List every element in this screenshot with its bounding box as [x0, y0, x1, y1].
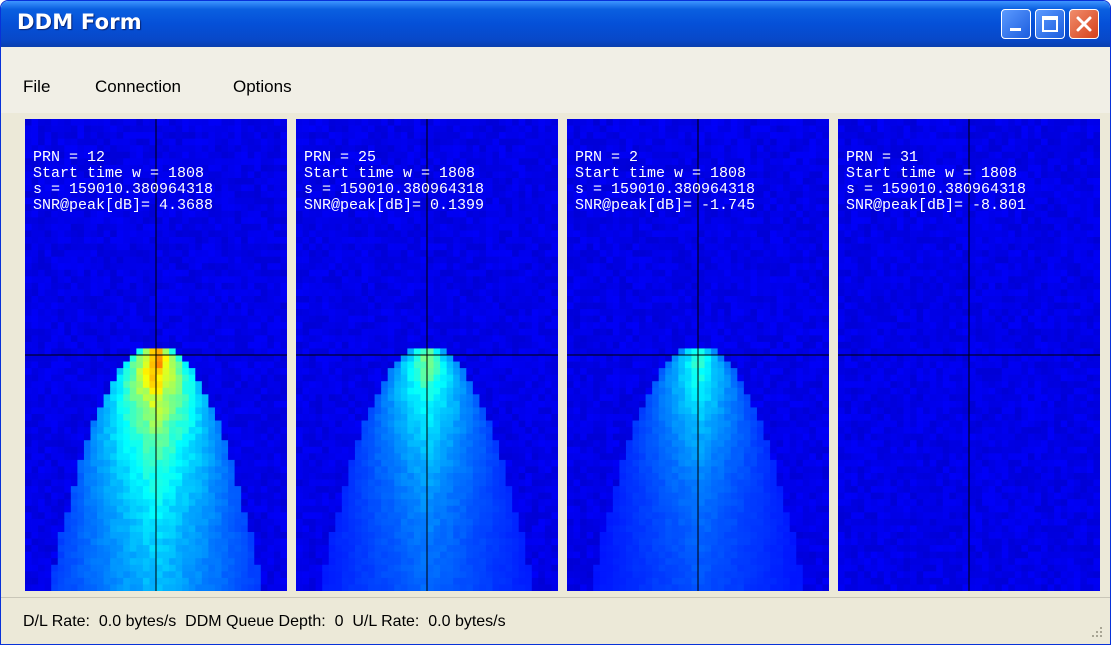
maximize-button[interactable]	[1035, 9, 1065, 39]
start-time-label: Start time w = 1808	[304, 165, 476, 182]
snr-label: SNR@peak[dB]= 0.1399	[304, 197, 485, 214]
ddm-panel-prn-25: PRN = 25 Start time w = 1808 s = 159010.38…	[296, 119, 558, 591]
s-label: s = 159010.380964318	[33, 181, 214, 198]
ddm-panel-prn-2: PRN = 2 Start time w = 1808 s = 159010.380…	[567, 119, 829, 591]
panel-info: PRN = 2 Start time w = 1808 s = 159010.380…	[575, 150, 755, 214]
dl-rate-label: D/L Rate:	[23, 613, 90, 630]
maximize-icon	[1042, 16, 1058, 32]
s-label: s = 159010.380964318	[575, 181, 756, 198]
queue-depth-label: DDM Queue Depth:	[185, 613, 326, 630]
s-label: s = 159010.380964318	[304, 181, 485, 198]
prn-label: PRN = 12	[33, 149, 106, 166]
ddm-panel-prn-31: PRN = 31 Start time w = 1808 s = 159010.38…	[838, 119, 1100, 591]
minimize-button[interactable]	[1001, 9, 1031, 39]
close-button[interactable]	[1069, 9, 1099, 39]
start-time-label: Start time w = 1808	[575, 165, 747, 182]
queue-depth-value: 0	[334, 613, 344, 630]
snr-label: SNR@peak[dB]= -8.801	[846, 197, 1027, 214]
prn-label: PRN = 2	[575, 149, 639, 166]
dl-rate-value: 0.0 bytes/s	[98, 613, 177, 630]
title-bar[interactable]: DDM Form	[1, 1, 1110, 47]
s-label: s = 159010.380964318	[846, 181, 1027, 198]
status-bar: D/L Rate: 0.0 bytes/s DDM Queue Depth: 0…	[1, 597, 1110, 644]
menu-connection[interactable]: Connection	[95, 77, 182, 96]
menu-file[interactable]: File	[23, 77, 51, 96]
panel-info: PRN = 25 Start time w = 1808 s = 159010.38…	[304, 150, 484, 214]
ddm-heatmap	[838, 119, 1100, 591]
prn-label: PRN = 31	[846, 149, 919, 166]
status-text: D/L Rate: 0.0 bytes/s DDM Queue Depth: 0…	[23, 613, 506, 631]
menu-bar: File Connection Options	[1, 47, 1110, 114]
ddm-panel-prn-12: PRN = 12 Start time w = 1808 s = 159010.38…	[25, 119, 287, 591]
panel-info: PRN = 31 Start time w = 1808 s = 159010.38…	[846, 150, 1026, 214]
ddm-heatmap	[25, 119, 287, 591]
snr-label: SNR@peak[dB]= 4.3688	[33, 197, 214, 214]
snr-label: SNR@peak[dB]= -1.745	[575, 197, 756, 214]
start-time-label: Start time w = 1808	[33, 165, 205, 182]
ddm-panels: PRN = 12 Start time w = 1808 s = 159010.38…	[1, 113, 1110, 596]
minimize-icon	[1010, 28, 1021, 31]
resize-grip-icon[interactable]	[1090, 625, 1104, 639]
start-time-label: Start time w = 1808	[846, 165, 1018, 182]
panel-info: PRN = 12 Start time w = 1808 s = 159010.38…	[33, 150, 213, 214]
menu-options[interactable]: Options	[233, 77, 292, 96]
window-title: DDM Form	[17, 10, 142, 34]
ddm-heatmap	[296, 119, 558, 591]
ul-rate-value: 0.0 bytes/s	[428, 613, 506, 630]
ul-rate-label: U/L Rate:	[352, 613, 420, 630]
prn-label: PRN = 25	[304, 149, 377, 166]
ddm-heatmap	[567, 119, 829, 591]
close-icon	[1076, 16, 1092, 32]
